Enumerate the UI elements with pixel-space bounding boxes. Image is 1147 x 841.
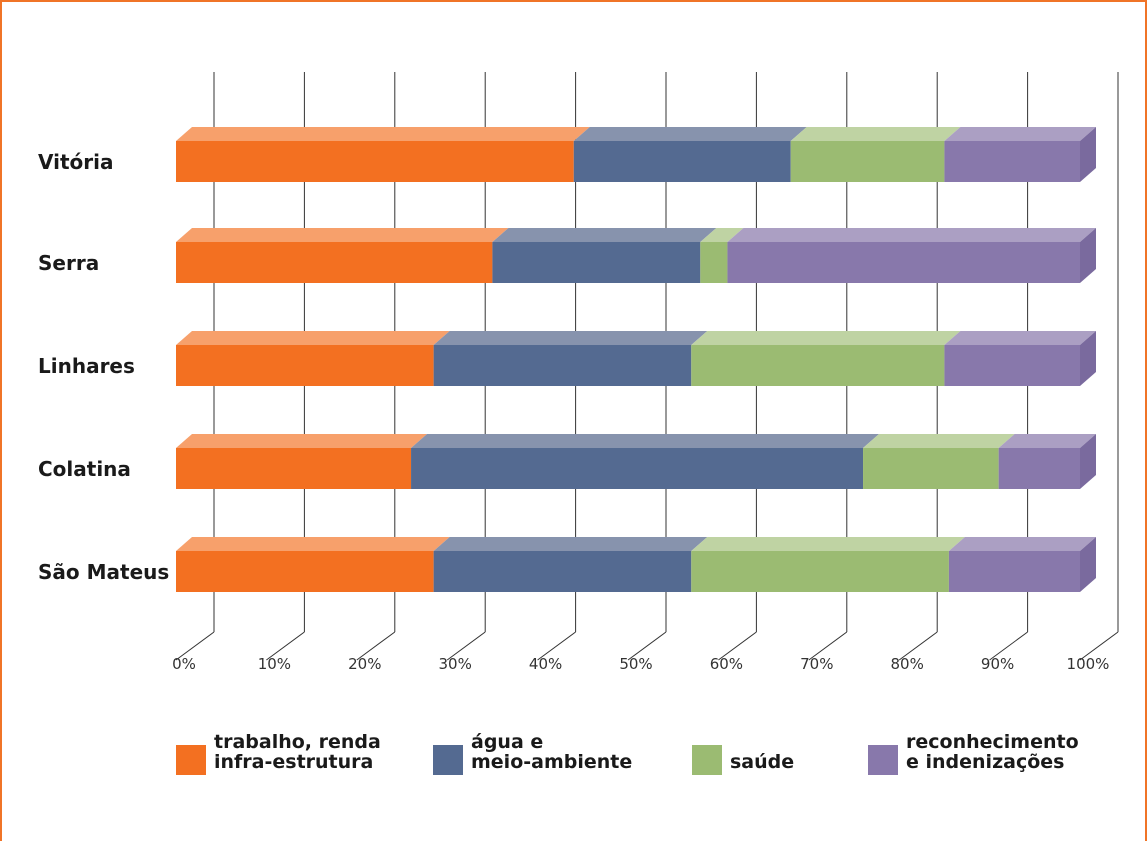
bar-top-1-1 [492, 228, 717, 242]
bar-top-2-3 [944, 331, 1096, 345]
legend-label-reconhecimento-line2: e indenizações [906, 751, 1065, 773]
bar-2-1 [433, 345, 692, 386]
bar-1-3 [727, 242, 1080, 283]
bar-top-3-3 [998, 434, 1096, 448]
bar-top-4-0 [176, 537, 450, 551]
gridline-floor-7 [808, 631, 848, 661]
legend-swatch-saude [692, 745, 722, 775]
bar-4-1 [433, 551, 692, 592]
bar-top-4-2 [691, 537, 965, 551]
legend: trabalho, renda infra-estrutura água e mei… [0, 730, 1147, 790]
category-label-1: Serra [38, 251, 99, 275]
legend-swatch-agua [433, 745, 463, 775]
x-tick-label-10: 100% [1067, 655, 1110, 673]
legend-swatch-reconhecimento [868, 745, 898, 775]
bar-1-1 [492, 242, 701, 283]
bar-4-0 [176, 551, 434, 592]
x-tick-label-0: 0% [172, 655, 196, 673]
bar-side-4 [1080, 537, 1096, 592]
legend-label-trabalho-line2: infra-estrutura [214, 751, 374, 773]
bar-top-3-1 [411, 434, 880, 448]
bar-2-0 [176, 345, 434, 386]
bar-1-2 [700, 242, 728, 283]
bar-top-2-0 [176, 331, 450, 345]
x-tick-label-4: 40% [529, 655, 562, 673]
gridline-floor-8 [898, 631, 938, 661]
gridline-floor-4 [537, 631, 576, 661]
x-tick-label-2: 20% [348, 655, 381, 673]
bar-4-2 [691, 551, 949, 592]
bar-side-3 [1080, 434, 1096, 489]
bar-top-0-2 [790, 127, 961, 141]
bar-3-3 [998, 448, 1080, 489]
bar-top-2-1 [433, 331, 708, 345]
gridline-floor-10 [1079, 631, 1119, 661]
bar-top-3-2 [863, 434, 1015, 448]
bar-0-3 [944, 141, 1080, 182]
legend-label-saude-line2: saúde [730, 751, 795, 773]
bar-top-0-3 [944, 127, 1096, 141]
bar-3-0 [176, 448, 412, 489]
bar-top-1-2 [700, 228, 744, 242]
bar-top-2-2 [691, 331, 961, 345]
x-tick-label-6: 60% [710, 655, 743, 673]
bar-3-1 [411, 448, 864, 489]
gridline-floor-5 [627, 631, 667, 661]
bar-0-0 [176, 141, 574, 182]
x-tick-label-8: 80% [891, 655, 924, 673]
gridline-floor-1 [266, 631, 305, 661]
bar-side-0 [1080, 127, 1096, 182]
x-tick-label-5: 50% [619, 655, 652, 673]
x-tick-label-1: 10% [258, 655, 291, 673]
gridline-floor-6 [718, 631, 757, 661]
stacked-bar-chart: 0% 10% 20% 30% 40% 50% 60% 70% 80% 90% 100% Vitória… [38, 72, 1119, 673]
gridline-floor-2 [356, 631, 396, 661]
bar-top-4-3 [948, 537, 1096, 551]
bar-top-1-0 [176, 228, 509, 242]
x-tick-label-3: 30% [439, 655, 472, 673]
bar-top-3-0 [176, 434, 428, 448]
bar-top-1-3 [727, 228, 1096, 242]
bar-top-4-1 [433, 537, 708, 551]
bar-side-1 [1080, 228, 1096, 283]
bar-1-0 [176, 242, 493, 283]
bar-0-2 [790, 141, 945, 182]
bar-side-2 [1080, 331, 1096, 386]
legend-label-agua-line1: água e [471, 731, 544, 753]
x-tick-label-7: 70% [800, 655, 833, 673]
bar-3-2 [863, 448, 999, 489]
category-label-4: São Mateus [38, 560, 169, 584]
bar-top-0-0 [176, 127, 590, 141]
category-label-2: Linhares [38, 354, 135, 378]
bar-4-3 [948, 551, 1080, 592]
category-label-3: Colatina [38, 457, 131, 481]
bar-2-2 [691, 345, 945, 386]
gridline-floor-0 [175, 631, 215, 661]
x-tick-label-9: 90% [981, 655, 1014, 673]
gridline-floor-9 [989, 631, 1028, 661]
legend-swatch-trabalho [176, 745, 206, 775]
bar-2-3 [944, 345, 1080, 386]
category-label-0: Vitória [38, 150, 114, 174]
legend-label-reconhecimento-line1: reconhecimento [906, 731, 1079, 753]
bar-0-1 [573, 141, 791, 182]
gridline-floor-3 [446, 631, 486, 661]
bar-top-0-1 [573, 127, 807, 141]
legend-label-trabalho-line1: trabalho, renda [214, 731, 381, 753]
legend-label-agua-line2: meio-ambiente [471, 751, 633, 773]
